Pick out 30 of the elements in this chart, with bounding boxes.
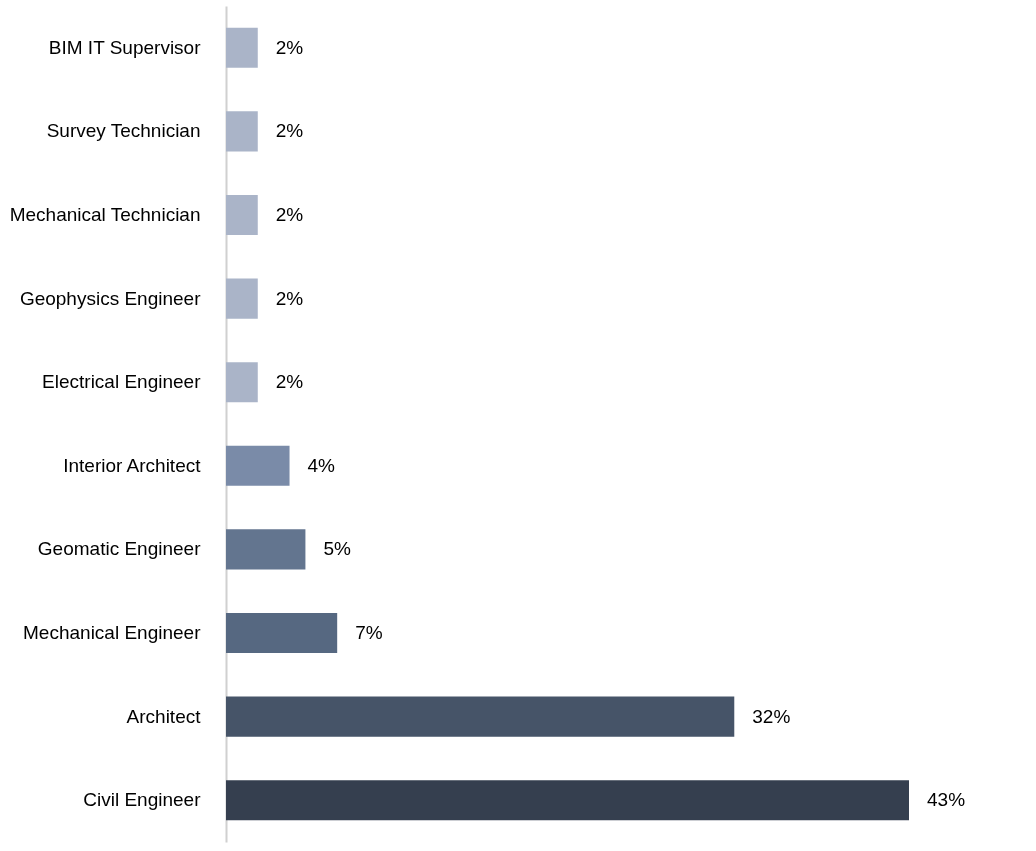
data-label: 5% — [323, 538, 351, 560]
data-label: 4% — [307, 454, 336, 476]
bar — [226, 612, 338, 654]
bar — [226, 194, 258, 236]
bar — [226, 780, 909, 821]
y-tick-label: Architect — [126, 705, 202, 727]
bar — [226, 111, 258, 152]
y-tick-label: Electrical Engineer — [42, 371, 202, 393]
y-tick-label: Interior Architect — [63, 454, 202, 476]
data-label: 2% — [275, 120, 304, 142]
y-tick-label: BIM IT Supervisor — [48, 36, 202, 58]
y-tick-label: Survey Technician — [46, 120, 201, 142]
y-tick-label: Civil Engineer — [83, 789, 202, 811]
y-tick-label: Geomatic Engineer — [37, 538, 202, 560]
data-label: 32% — [752, 705, 791, 727]
data-label: 2% — [275, 36, 304, 58]
bar — [226, 696, 735, 737]
data-label: 7% — [355, 622, 383, 643]
bar — [226, 27, 258, 68]
bar — [226, 445, 290, 486]
y-tick-label: Mechanical Technician — [9, 204, 201, 225]
bar — [226, 529, 306, 570]
bar — [226, 362, 258, 403]
data-label: 2% — [275, 287, 304, 309]
y-tick-label: Geophysics Engineer — [19, 287, 202, 309]
bar — [226, 278, 258, 319]
data-label: 2% — [275, 204, 304, 225]
data-label: 2% — [275, 371, 304, 393]
data-label: 43% — [927, 789, 966, 811]
y-tick-label: Mechanical Engineer — [23, 622, 202, 643]
